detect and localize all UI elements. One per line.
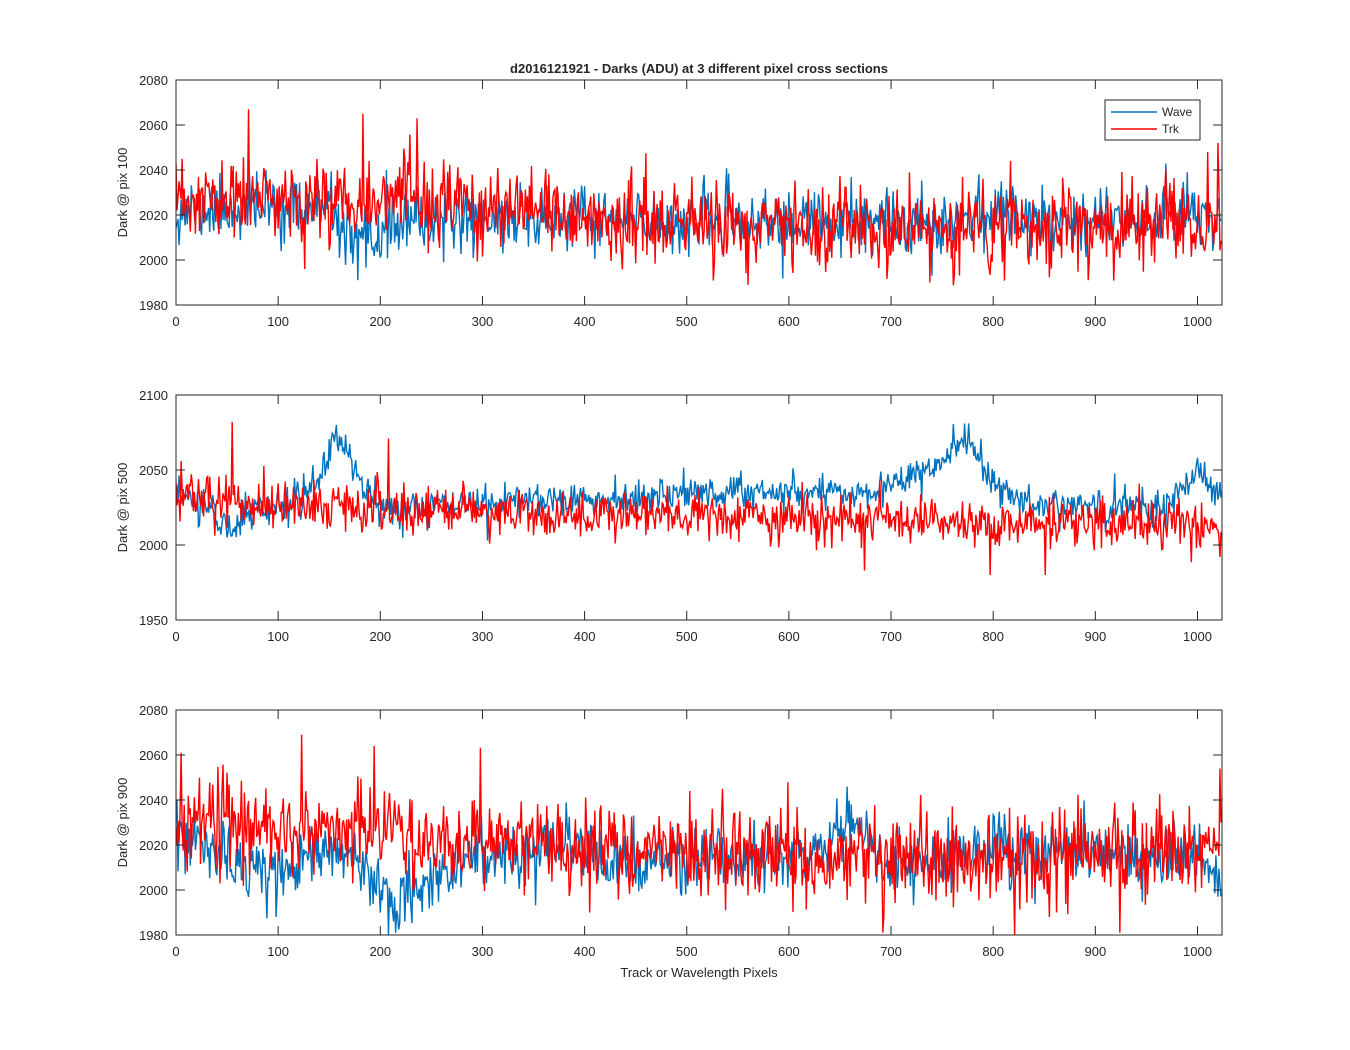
- y-tick-label: 2020: [139, 208, 168, 223]
- x-tick-label: 300: [472, 944, 494, 959]
- axes-box: [175, 709, 1223, 936]
- axes-box: [175, 394, 1223, 621]
- x-tick-label: 500: [676, 944, 698, 959]
- y-tick-label: 1980: [139, 928, 168, 943]
- x-tick-label: 900: [1084, 944, 1106, 959]
- x-tick-label: 700: [880, 944, 902, 959]
- subplot-3: 0 100 200 300 400 500 600 700 800 900 1000 1980 2000…: [115, 703, 1223, 959]
- x-tick-label: 800: [982, 314, 1004, 329]
- y-axis-label: Dark @ pix 100: [115, 148, 130, 238]
- x-tick-label: 400: [574, 629, 596, 644]
- x-tick-label: 600: [778, 314, 800, 329]
- x-tick-label: 400: [574, 944, 596, 959]
- x-tick-label: 1000: [1183, 944, 1212, 959]
- legend-label-trk: Trk: [1162, 122, 1180, 136]
- x-tick-label: 500: [676, 314, 698, 329]
- series-line-trk: [176, 421, 1222, 576]
- legend-box: [1104, 99, 1201, 141]
- x-tick-label: 600: [778, 629, 800, 644]
- legend-label-wave: Wave: [1162, 105, 1193, 119]
- x-tick-label: 0: [172, 314, 179, 329]
- x-tick-label: 100: [267, 629, 289, 644]
- subplots: 0 100 200 300 400 500 600 700 800 900 100019802000…: [115, 73, 1223, 959]
- x-tick-label: 300: [472, 314, 494, 329]
- legend: Wave Trk: [1104, 99, 1201, 141]
- x-tick-label: 600: [778, 944, 800, 959]
- y-axis-label: Dark @ pix 900: [115, 778, 130, 868]
- x-tick-label: 100: [267, 944, 289, 959]
- y-tick-label: 2020: [139, 838, 168, 853]
- chart-title: d2016121921 - Darks (ADU) at 3 different…: [510, 61, 888, 76]
- x-tick-label: 200: [369, 944, 391, 959]
- y-tick-label: 2040: [139, 793, 168, 808]
- y-tick-label: 2060: [139, 748, 168, 763]
- x-tick-label: 400: [574, 314, 596, 329]
- x-tick-label: 0: [172, 944, 179, 959]
- subplot-2: 0 100 200 300 400 500 600 700 800 900 1000 1950 2000…: [115, 388, 1223, 644]
- x-tick-label: 700: [880, 629, 902, 644]
- y-axis-label: Dark @ pix 500: [115, 463, 130, 553]
- y-tick-label: 2050: [139, 463, 168, 478]
- x-tick-label: 300: [472, 629, 494, 644]
- y-tick-label: 2000: [139, 253, 168, 268]
- x-tick-label: 900: [1084, 314, 1106, 329]
- x-tick-label: 100: [267, 314, 289, 329]
- y-tick-label: 2080: [139, 73, 168, 88]
- x-tick-label: 200: [369, 629, 391, 644]
- x-tick-label: 0: [172, 629, 179, 644]
- x-tick-label: 900: [1084, 629, 1106, 644]
- plot-area: [176, 80, 1222, 305]
- x-tick-label: 500: [676, 629, 698, 644]
- y-tick-label: 2000: [139, 538, 168, 553]
- y-tick-label: 2060: [139, 118, 168, 133]
- x-tick-label: 800: [982, 944, 1004, 959]
- series-line-trk: [176, 734, 1222, 935]
- axes-box: [175, 79, 1223, 306]
- x-axis-label: Track or Wavelength Pixels: [620, 965, 778, 980]
- y-tick-label: 1980: [139, 298, 168, 313]
- x-tick-label: 800: [982, 629, 1004, 644]
- y-tick-label: 2000: [139, 883, 168, 898]
- y-tick-label: 2100: [139, 388, 168, 403]
- y-tick-label: 2080: [139, 703, 168, 718]
- y-tick-label: 1950: [139, 613, 168, 628]
- x-tick-label: 1000: [1183, 629, 1212, 644]
- x-tick-label: 700: [880, 314, 902, 329]
- y-tick-label: 2040: [139, 163, 168, 178]
- series-line-trk: [176, 109, 1222, 286]
- subplot-1: 0 100 200 300 400 500 600 700 800 900 1000 1980 2000…: [115, 73, 1223, 329]
- x-tick-label: 1000: [1183, 314, 1212, 329]
- x-tick-label: 200: [369, 314, 391, 329]
